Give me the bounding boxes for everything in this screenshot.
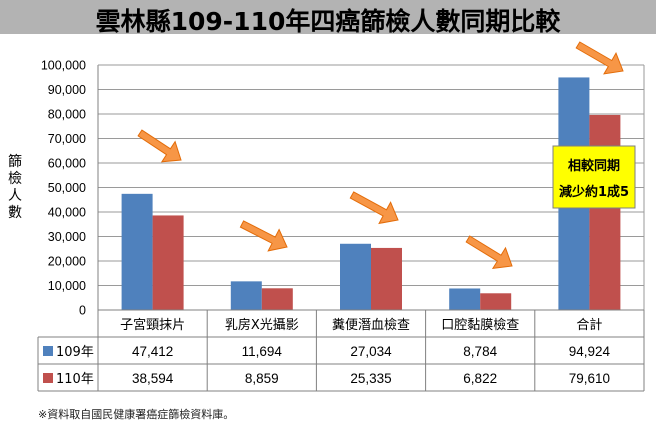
bar-109 xyxy=(340,243,371,310)
chart-title: 雲林縣109-110年四癌篩檢人數同期比較 xyxy=(95,7,561,36)
category-label: 合計 xyxy=(576,317,602,333)
arrow-icon xyxy=(575,41,624,75)
data-table-value: 27,034 xyxy=(350,344,392,359)
legend-key-110 xyxy=(43,373,53,383)
data-table-value: 79,610 xyxy=(569,371,610,386)
bar-110 xyxy=(480,293,512,310)
y-tick-label: 10,000 xyxy=(48,279,86,293)
arrow-icon xyxy=(465,235,513,270)
y-tick-label: 0 xyxy=(79,304,86,318)
y-axis-label-char: 檢 xyxy=(8,170,22,187)
category-label: 乳房X光攝影 xyxy=(225,317,299,333)
y-tick-label: 80,000 xyxy=(48,108,86,122)
data-table-value: 6,822 xyxy=(463,371,497,386)
bar-110 xyxy=(589,114,621,310)
annotation-box xyxy=(552,145,636,209)
data-table-value: 38,594 xyxy=(132,371,174,386)
bar-109 xyxy=(121,193,153,310)
data-table-value: 11,694 xyxy=(242,344,283,359)
y-axis-label-char: 人 xyxy=(8,188,22,204)
bar-110 xyxy=(261,288,293,310)
data-table-value: 8,859 xyxy=(245,371,279,386)
bar-110 xyxy=(152,215,184,310)
category-label: 糞便潛血檢查 xyxy=(332,317,410,333)
y-axis-label-char: 數 xyxy=(8,205,22,221)
arrow-icon xyxy=(349,191,399,225)
bar-109 xyxy=(230,281,262,310)
data-table-value: 47,412 xyxy=(132,344,173,359)
y-tick-label: 30,000 xyxy=(48,230,86,244)
y-tick-label: 100,000 xyxy=(41,59,86,73)
data-table-value: 8,784 xyxy=(463,344,497,359)
footnote: ※資料取自國民健康署癌症篩檢資料庫。 xyxy=(38,408,235,421)
arrow-icon xyxy=(137,129,182,163)
title-band xyxy=(0,0,656,34)
category-label: 口腔黏膜檢查 xyxy=(441,317,519,333)
annotation-line2: 減少約1成5 xyxy=(559,184,629,200)
legend-label: 110年 xyxy=(56,372,94,387)
y-tick-label: 50,000 xyxy=(48,181,86,195)
arrow-icon xyxy=(239,220,288,252)
y-tick-label: 60,000 xyxy=(48,157,86,171)
legend-label: 109年 xyxy=(56,345,94,360)
y-tick-label: 20,000 xyxy=(48,255,86,269)
annotation-line1: 相較同期 xyxy=(568,158,620,174)
bar-110 xyxy=(371,247,402,310)
data-table-value: 25,335 xyxy=(350,371,391,386)
data-table-value: 94,924 xyxy=(569,344,611,359)
category-label: 子宮頸抹片 xyxy=(120,317,185,333)
bar-109 xyxy=(449,288,481,310)
y-axis-label-char: 篩 xyxy=(8,154,22,170)
legend-key-109 xyxy=(43,346,53,356)
y-tick-label: 40,000 xyxy=(48,206,86,220)
y-tick-label: 70,000 xyxy=(48,132,86,146)
y-tick-label: 90,000 xyxy=(48,83,86,97)
